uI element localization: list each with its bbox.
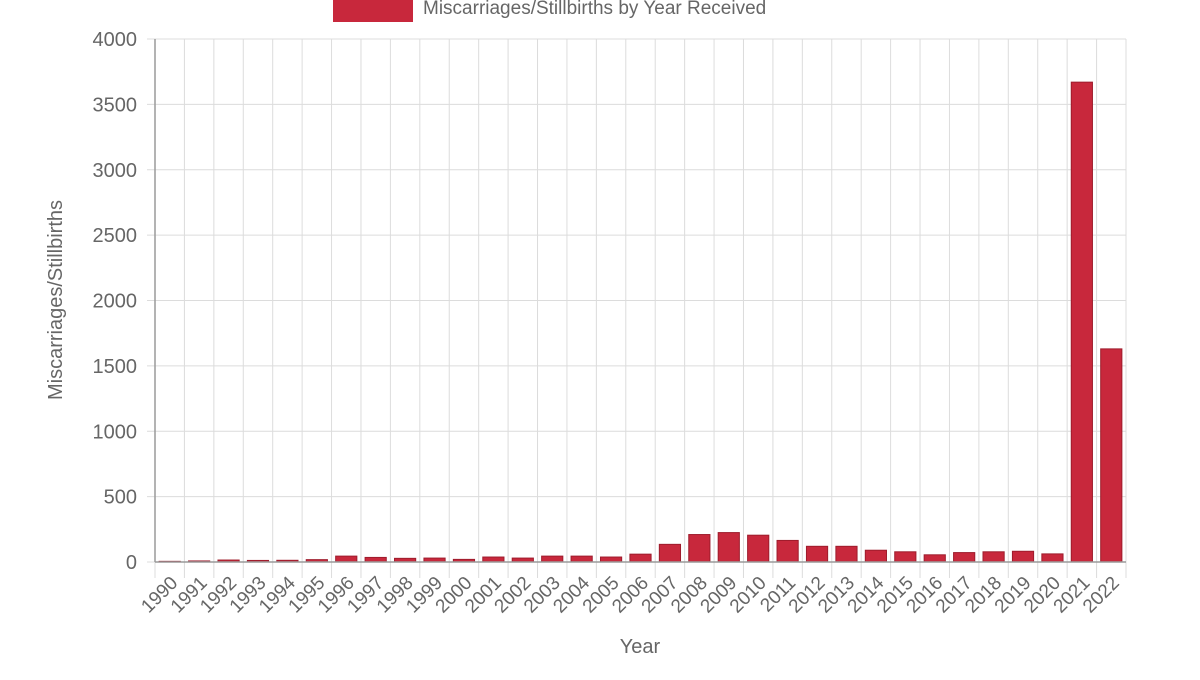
bar-2006[interactable]	[629, 553, 652, 563]
y-tick-label: 2500	[93, 225, 138, 247]
y-tick-label: 1500	[93, 356, 138, 378]
bar-2007[interactable]	[658, 543, 682, 563]
bar-2020[interactable]	[1041, 553, 1064, 563]
axes	[154, 39, 1126, 563]
bar-2017[interactable]	[953, 552, 976, 563]
bar-2016[interactable]	[923, 554, 946, 563]
y-tick-labels: 0 500 1000 1500 2000 2500 3000 3500 4000	[93, 29, 138, 574]
y-tick-label: 500	[104, 487, 137, 509]
bar-2012[interactable]	[805, 545, 829, 563]
bar-2019[interactable]	[1011, 550, 1035, 563]
y-tick-label: 3500	[93, 94, 138, 116]
bar-2008[interactable]	[688, 534, 711, 563]
bar-2004[interactable]	[570, 555, 593, 563]
y-tick-label: 3000	[93, 160, 138, 182]
y-tick-label: 1000	[93, 421, 138, 443]
bar-2021[interactable]	[1070, 81, 1093, 563]
bar-2013[interactable]	[835, 545, 858, 563]
bar-2009[interactable]	[717, 532, 740, 563]
y-tick-label: 4000	[93, 29, 138, 51]
bar-2014[interactable]	[864, 549, 887, 563]
grid	[147, 38, 1127, 578]
y-tick-label: 0	[126, 552, 137, 574]
bar-2003[interactable]	[541, 555, 564, 563]
bar-2018[interactable]	[982, 551, 1005, 563]
y-axis-title: Miscarriages/Stillbirths	[45, 200, 67, 400]
legend-swatch[interactable]	[333, 0, 413, 22]
bar-2010[interactable]	[747, 534, 770, 563]
legend[interactable]: Miscarriages/Stillbirths by Year Receive…	[333, 0, 766, 22]
bar-2011[interactable]	[776, 539, 799, 563]
x-axis-title: Year	[620, 636, 661, 658]
y-tick-label: 2000	[93, 291, 138, 313]
bar-2015[interactable]	[894, 551, 917, 563]
x-tick-labels: 1990199119921993199419951996199719981999…	[138, 572, 1124, 617]
bars	[158, 81, 1123, 563]
bar-2022[interactable]	[1100, 348, 1123, 563]
legend-label[interactable]: Miscarriages/Stillbirths by Year Receive…	[423, 0, 766, 19]
bar-1996[interactable]	[335, 555, 358, 563]
